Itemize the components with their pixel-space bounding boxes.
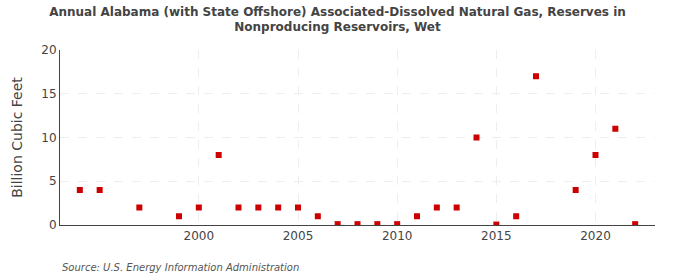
svg-text:2010: 2010 xyxy=(382,229,413,243)
svg-text:2005: 2005 xyxy=(283,229,314,243)
svg-text:Billion Cubic Feet: Billion Cubic Feet xyxy=(9,77,25,198)
svg-text:0: 0 xyxy=(49,218,57,232)
svg-text:2020: 2020 xyxy=(580,229,611,243)
svg-text:Annual Alabama (with State Off: Annual Alabama (with State Offshore) Ass… xyxy=(49,5,626,35)
svg-text:10: 10 xyxy=(41,131,56,145)
svg-text:2000: 2000 xyxy=(184,229,215,243)
svg-text:15: 15 xyxy=(41,87,56,101)
svg-text:5: 5 xyxy=(49,174,57,188)
svg-text:20: 20 xyxy=(41,43,56,57)
svg-text:2015: 2015 xyxy=(481,229,512,243)
svg-text:Source: U.S. Energy Informatio: Source: U.S. Energy Information Administ… xyxy=(62,262,299,273)
